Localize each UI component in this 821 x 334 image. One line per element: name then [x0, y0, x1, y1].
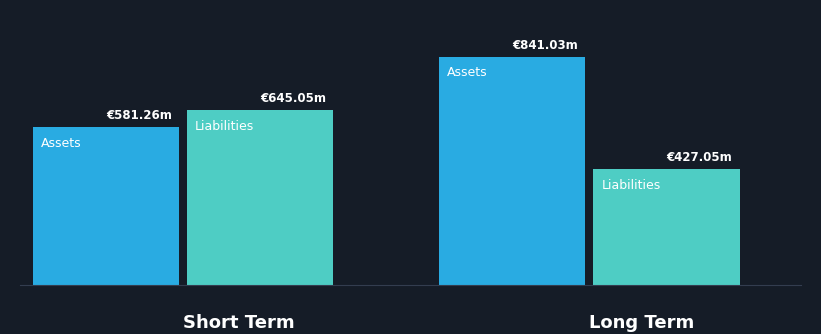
Text: €645.05m: €645.05m [260, 92, 326, 105]
Bar [439, 57, 585, 285]
Text: Long Term: Long Term [589, 314, 695, 332]
Bar [33, 127, 179, 285]
Text: Assets: Assets [41, 137, 81, 150]
Text: Assets: Assets [447, 66, 488, 79]
Text: Liabilities: Liabilities [602, 179, 661, 192]
Text: Short Term: Short Term [183, 314, 295, 332]
Text: Liabilities: Liabilities [195, 120, 255, 133]
Bar [594, 169, 740, 285]
Bar [187, 110, 333, 285]
Text: €841.03m: €841.03m [512, 39, 578, 52]
Text: €581.26m: €581.26m [106, 109, 172, 122]
Text: €427.05m: €427.05m [667, 151, 732, 164]
